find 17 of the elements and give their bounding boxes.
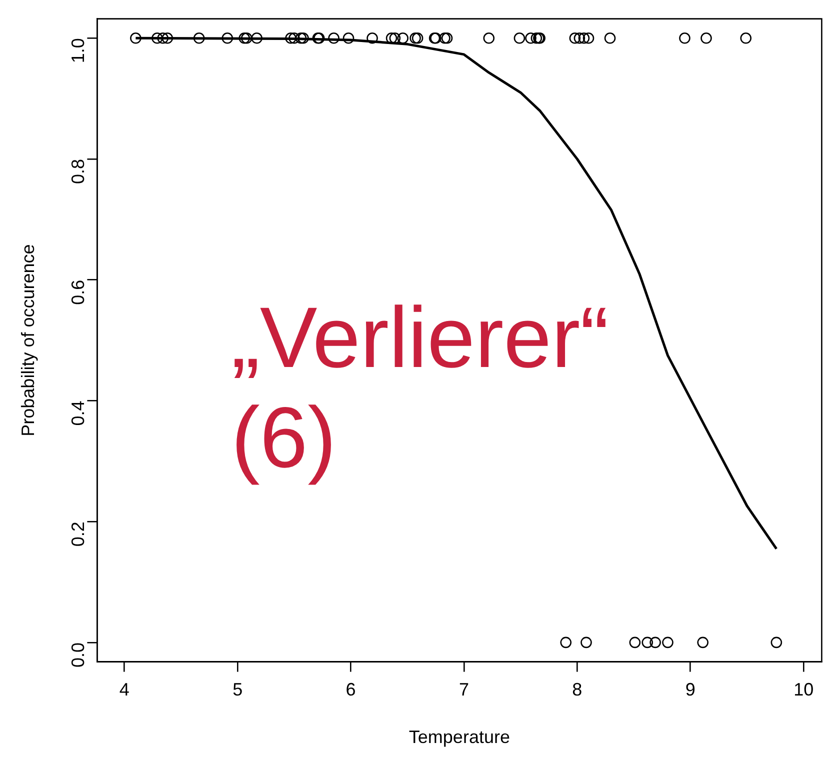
y-tick-label: 0.2	[68, 522, 88, 547]
y-tick-label: 0.4	[68, 400, 88, 426]
x-tick-label: 6	[346, 680, 356, 700]
annotation: (6)	[231, 390, 336, 486]
x-axis-title: Temperature	[408, 727, 510, 748]
x-tick-label: 4	[119, 680, 130, 700]
y-axis-title: Probability of occurence	[18, 244, 38, 436]
x-tick-label: 9	[685, 680, 696, 700]
x-tick-label: 8	[572, 680, 582, 700]
y-tick-label: 0.6	[68, 280, 88, 305]
x-tick-label: 5	[232, 680, 243, 700]
x-tick-label: 10	[794, 680, 814, 700]
annotation: „Verlierer“	[231, 290, 609, 386]
x-tick-label: 7	[458, 680, 469, 700]
y-tick-label: 0.8	[68, 159, 88, 184]
y-tick-label: 0.0	[68, 642, 88, 668]
y-tick-label: 1.0	[68, 38, 88, 64]
